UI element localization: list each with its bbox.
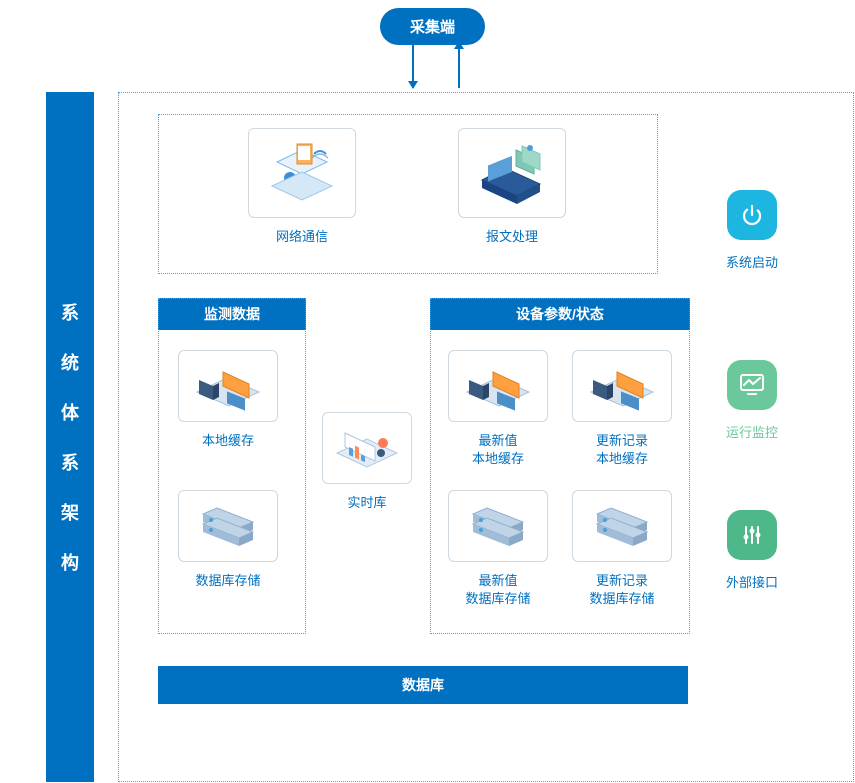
vtitle-char: 统 (61, 349, 79, 375)
pc-icon (448, 350, 548, 422)
power-icon (727, 190, 777, 240)
card-local-cache: 本地缓存 (178, 350, 278, 450)
card-label: 数据库存储 (195, 572, 260, 590)
db-icon (572, 490, 672, 562)
card-update-db: 更新记录 数据库存储 (572, 490, 672, 608)
arrow-down (412, 42, 414, 88)
card-update-cache: 更新记录 本地缓存 (572, 350, 672, 468)
vtitle-char: 架 (61, 499, 79, 525)
pc-icon (178, 350, 278, 422)
vtitle-char: 体 (61, 399, 79, 425)
card-label: 报文处理 (486, 228, 538, 246)
realtime-icon (322, 412, 412, 484)
top-pill: 采集端 (380, 8, 485, 45)
network-icon (248, 128, 356, 218)
card-label: 本地缓存 (202, 432, 254, 450)
card-latest-cache: 最新值 本地缓存 (448, 350, 548, 468)
badge-label: 运行监控 (726, 422, 778, 441)
vtitle-char: 系 (61, 449, 79, 475)
badge-external-api: 外部接口 (726, 510, 778, 591)
monitor-icon (727, 360, 777, 410)
badge-label: 外部接口 (726, 572, 778, 591)
vertical-title-bar: 系 统 体 系 架 构 (46, 92, 94, 782)
pc-icon (572, 350, 672, 422)
card-label: 网络通信 (276, 228, 328, 246)
vtitle-char: 系 (61, 299, 79, 325)
sliders-icon (727, 510, 777, 560)
db-icon (448, 490, 548, 562)
arrow-up (458, 42, 460, 88)
card-db-storage: 数据库存储 (178, 490, 278, 590)
vtitle-char: 构 (61, 549, 79, 575)
badge-run-monitor: 运行监控 (726, 360, 778, 441)
message-icon (458, 128, 566, 218)
card-latest-db: 最新值 数据库存储 (448, 490, 548, 608)
top-row-dotted-box (158, 114, 658, 274)
card-label: 更新记录 数据库存储 (589, 572, 654, 608)
card-label: 实时库 (347, 494, 386, 512)
db-icon (178, 490, 278, 562)
top-pill-label: 采集端 (410, 19, 455, 36)
diagram-canvas: 采集端 系 统 体 系 架 构 (0, 0, 855, 783)
card-message: 报文处理 (458, 128, 566, 246)
card-label: 更新记录 本地缓存 (596, 432, 648, 468)
card-label: 最新值 本地缓存 (472, 432, 524, 468)
badge-system-start: 系统启动 (726, 190, 778, 271)
card-realtime: 实时库 (322, 412, 412, 512)
bottom-bar-label: 数据库 (402, 675, 444, 695)
card-network: 网络通信 (248, 128, 356, 246)
badge-label: 系统启动 (726, 252, 778, 271)
bottom-bar: 数据库 (158, 666, 688, 704)
card-label: 最新值 数据库存储 (465, 572, 530, 608)
